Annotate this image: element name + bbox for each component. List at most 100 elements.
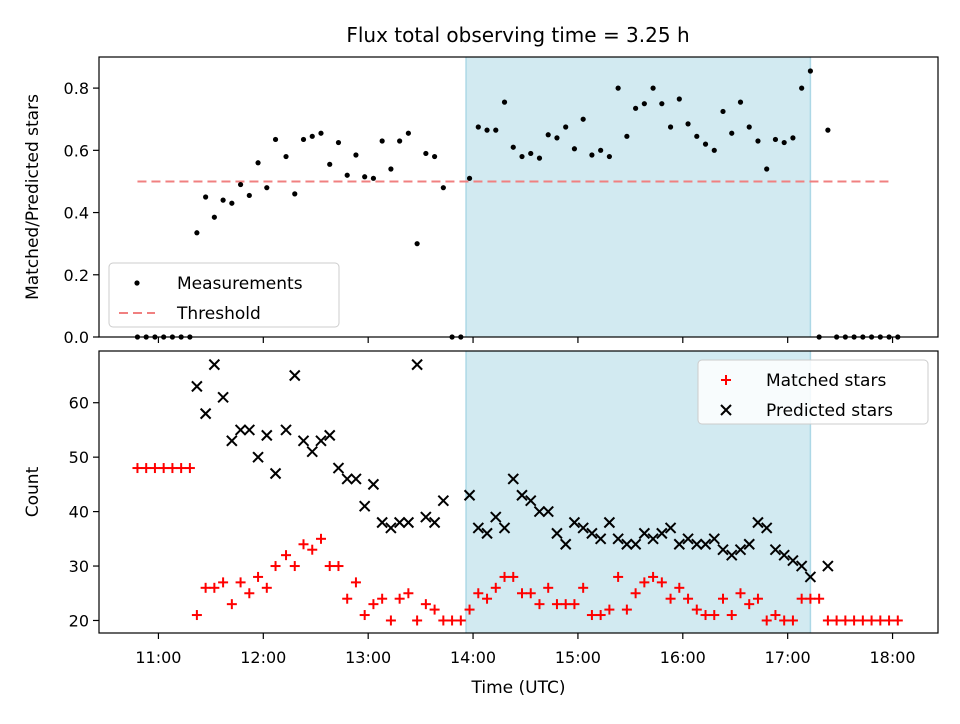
measurement-point bbox=[432, 153, 438, 160]
legend-label: Predicted stars bbox=[766, 401, 893, 421]
shaded-region bbox=[466, 57, 811, 337]
measurement-point bbox=[650, 85, 656, 91]
predicted-point bbox=[822, 560, 834, 572]
measurement-point bbox=[659, 101, 665, 107]
measurement-point bbox=[423, 150, 429, 157]
y-tick-label: 30 bbox=[69, 557, 89, 576]
matched-point bbox=[857, 615, 868, 626]
x-axis-label: Time (UTC) bbox=[471, 678, 566, 698]
legend-label: Threshold bbox=[176, 304, 261, 324]
measurement-point bbox=[272, 136, 279, 143]
legend: Measurements Threshold bbox=[108, 262, 340, 328]
measurement-point bbox=[475, 124, 481, 130]
matched-point bbox=[569, 599, 580, 610]
measurement-point bbox=[211, 214, 217, 220]
predicted-point bbox=[332, 462, 345, 474]
measurement-point bbox=[720, 108, 726, 115]
predicted-point bbox=[463, 489, 476, 501]
matched-point bbox=[700, 610, 711, 621]
measurement-point bbox=[246, 192, 252, 199]
legend-box bbox=[697, 359, 929, 425]
y-axis-label: Matched/Predicted stars bbox=[23, 94, 43, 300]
predicted-point bbox=[621, 538, 633, 550]
legend-marker bbox=[134, 280, 140, 286]
matched-point bbox=[814, 593, 825, 604]
measurement-point bbox=[536, 155, 543, 161]
measurement-point bbox=[388, 166, 394, 172]
matched-point bbox=[674, 582, 685, 593]
measurement-point bbox=[300, 136, 307, 143]
measurement-point bbox=[255, 160, 261, 166]
matched-point bbox=[735, 588, 746, 599]
matched-point bbox=[534, 599, 545, 610]
y-tick-label: 0.0 bbox=[64, 328, 89, 347]
predicted-point bbox=[376, 516, 388, 529]
matched-point bbox=[132, 463, 143, 474]
predicted-point bbox=[787, 554, 799, 567]
predicted-point bbox=[734, 543, 747, 556]
predicted-point bbox=[717, 543, 729, 556]
measurement-point bbox=[353, 152, 359, 158]
predicted-point bbox=[612, 533, 624, 545]
predicted-point bbox=[234, 424, 247, 436]
measurement-point bbox=[194, 230, 200, 236]
predicted-point bbox=[594, 533, 607, 545]
predicted-point bbox=[682, 533, 694, 545]
y-tick-label: 60 bbox=[69, 394, 89, 413]
predicted-point bbox=[481, 527, 493, 540]
measurement-point bbox=[694, 133, 700, 139]
x-tick-label: 11:00 bbox=[135, 648, 181, 667]
measurement-point bbox=[203, 194, 209, 200]
measurement-point bbox=[283, 153, 289, 160]
matched-point bbox=[377, 593, 388, 604]
predicted-point bbox=[280, 424, 292, 436]
matched-point bbox=[831, 615, 842, 626]
measurement-point bbox=[318, 130, 324, 136]
chart-title: Flux total observing time = 3.25 h bbox=[346, 23, 689, 47]
y-tick-label: 0.6 bbox=[64, 141, 89, 160]
matched-point bbox=[525, 588, 536, 599]
measurement-point bbox=[746, 124, 752, 130]
predicted-point bbox=[385, 522, 397, 534]
predicted-point bbox=[472, 522, 485, 534]
predicted-point bbox=[769, 543, 782, 556]
y-tick-label: 50 bbox=[69, 448, 89, 467]
predicted-point bbox=[341, 473, 353, 485]
predicted-point bbox=[586, 527, 598, 540]
measurement-point bbox=[545, 132, 551, 138]
measurement-point bbox=[615, 85, 621, 91]
y-axis-label: Count bbox=[23, 466, 43, 517]
legend-label: Matched stars bbox=[766, 371, 886, 391]
matched-point bbox=[315, 533, 326, 544]
matched-point bbox=[796, 593, 807, 604]
measurement-point bbox=[405, 130, 411, 136]
matched-point bbox=[298, 539, 309, 550]
measurement-point bbox=[362, 174, 368, 180]
matched-point bbox=[840, 615, 851, 626]
predicted-point bbox=[217, 391, 229, 403]
matched-point bbox=[289, 561, 300, 572]
predicted-point bbox=[664, 522, 677, 534]
matched-point bbox=[429, 604, 440, 615]
legend-marker bbox=[720, 404, 732, 416]
matched-point bbox=[403, 588, 414, 599]
matched-point bbox=[342, 593, 353, 604]
matched-point bbox=[656, 577, 667, 588]
predicted-point bbox=[603, 516, 616, 529]
legend: Matched stars Predicted stars bbox=[697, 359, 929, 425]
bottom-panel: 20 30 40 50 60 11:00 12:00 13:00 14:00 15:00 16:00… bbox=[23, 350, 939, 698]
predicted-point bbox=[358, 500, 371, 512]
y-tick-label: 0.8 bbox=[64, 79, 89, 98]
matched-point bbox=[665, 593, 676, 604]
measurement-point bbox=[764, 166, 770, 172]
matched-point bbox=[630, 588, 641, 599]
matched-point bbox=[709, 610, 720, 621]
measurement-point bbox=[309, 133, 315, 139]
matched-point bbox=[551, 599, 562, 610]
measurement-point bbox=[641, 101, 647, 107]
predicted-point bbox=[577, 522, 589, 534]
predicted-point bbox=[638, 527, 651, 540]
matched-point bbox=[420, 599, 431, 610]
